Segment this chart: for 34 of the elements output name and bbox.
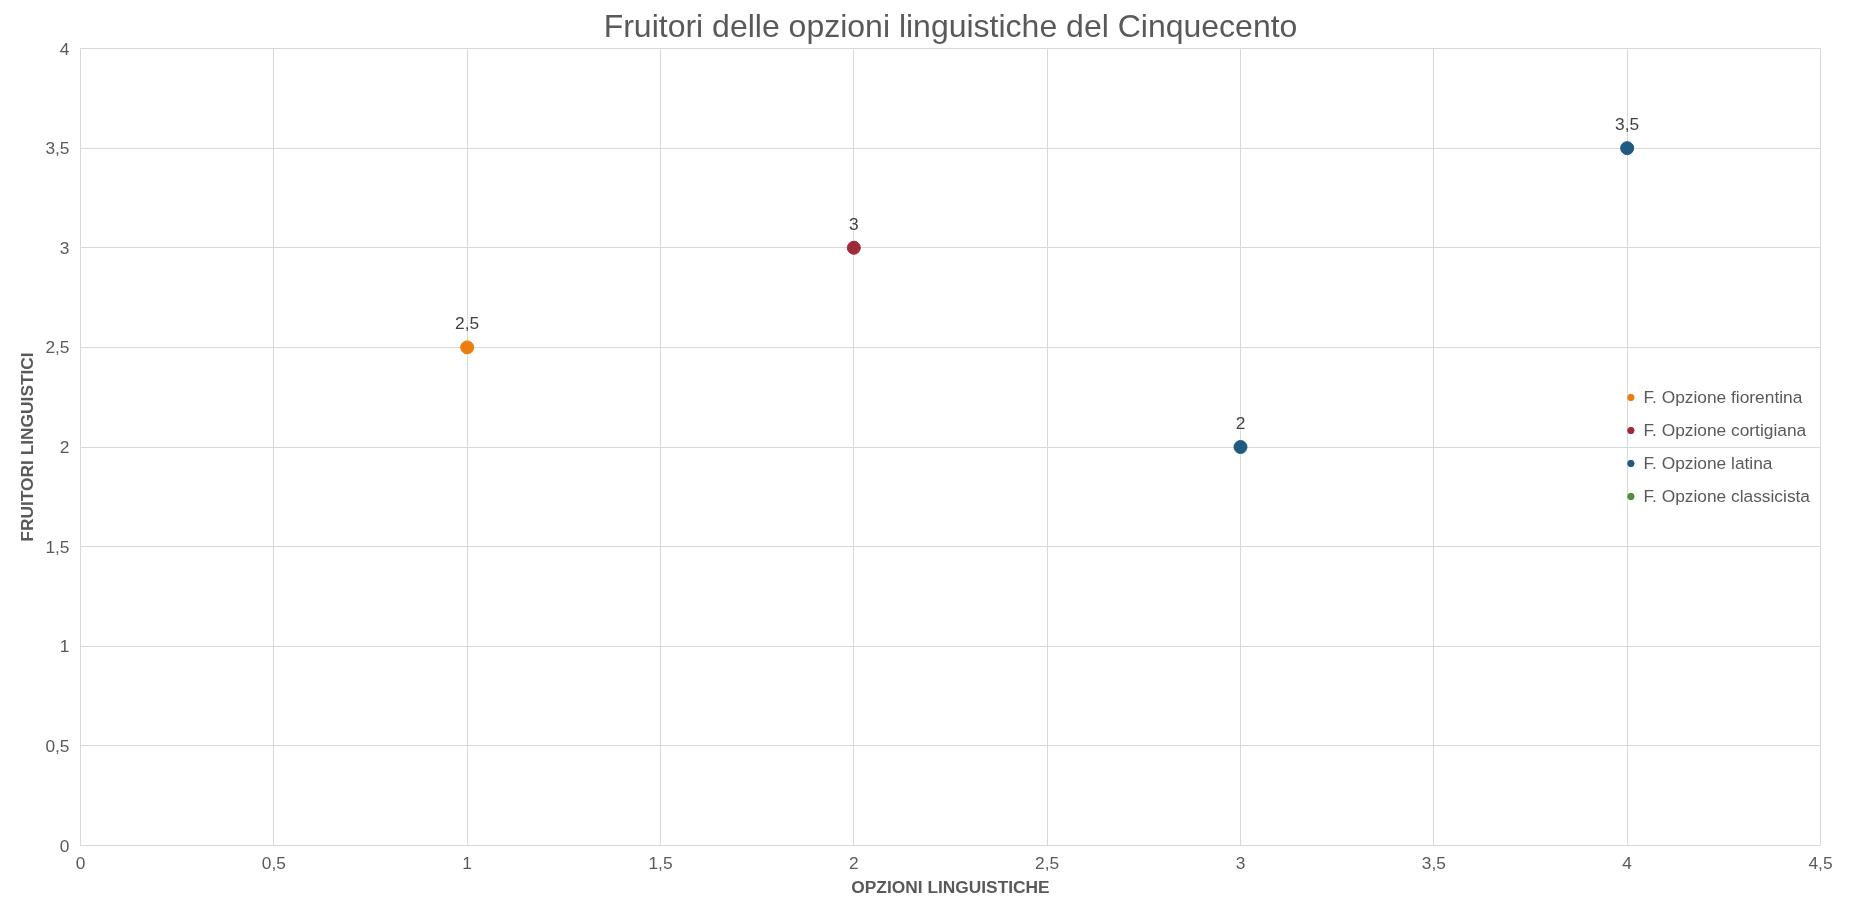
x-axis-title: OPZIONI LINGUISTICHE xyxy=(851,876,1050,897)
x-tick-label: 3 xyxy=(1235,852,1246,873)
y-tick-label: 3,5 xyxy=(45,138,70,159)
point xyxy=(1620,141,1635,156)
legend-label: F. Opzione latina xyxy=(1643,452,1773,474)
legend-label: F. Opzione fiorentina xyxy=(1643,386,1803,408)
y-tick-label: 4 xyxy=(59,38,70,59)
y-tick-label: 1,5 xyxy=(45,536,70,557)
y-tick-label: 2,5 xyxy=(45,337,70,358)
x-tick-label: 4,5 xyxy=(1808,852,1833,873)
y-tick-label: 1 xyxy=(59,636,70,657)
data-label: 2,5 xyxy=(455,313,480,334)
point xyxy=(1233,440,1248,454)
y-tick-label: 0 xyxy=(59,835,70,856)
legend-label: F. Opzione classicista xyxy=(1643,485,1810,507)
point xyxy=(460,340,475,355)
x-tick-label: 0 xyxy=(75,852,86,873)
data-label: 3,5 xyxy=(1615,114,1640,135)
x-tick-label: 1 xyxy=(462,852,472,873)
x-tick-label: 2 xyxy=(849,852,859,873)
legend-label: F. Opzione cortigiana xyxy=(1643,419,1807,441)
x-tick-label: 4 xyxy=(1622,852,1633,873)
y-tick-label: 3 xyxy=(59,237,70,258)
data-label: 3 xyxy=(849,213,859,234)
y-tick-label: 2 xyxy=(59,437,70,457)
y-axis-title: FRUITORI LINGUISTICI xyxy=(17,352,38,542)
x-tick-label: 0,5 xyxy=(261,852,286,873)
data-label: 2 xyxy=(1235,413,1246,433)
chart-title: Fruitori delle opzioni linguistiche del Cinquecento xyxy=(603,7,1298,44)
x-tick-label: 2,5 xyxy=(1035,852,1060,873)
x-tick-label: 1,5 xyxy=(648,852,673,873)
point xyxy=(846,240,861,255)
y-tick-label: 0,5 xyxy=(45,735,70,756)
x-tick-label: 3,5 xyxy=(1421,852,1446,873)
